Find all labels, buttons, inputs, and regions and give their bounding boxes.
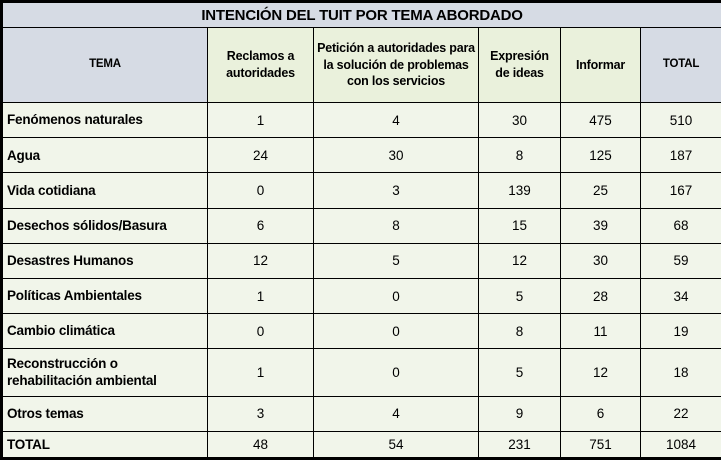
value-cell: 8	[478, 137, 561, 174]
value-cell: 0	[207, 313, 314, 350]
value-cell: 187	[639, 137, 721, 174]
title-row: INTENCIÓN DEL TUIT POR TEMA ABORDADO	[0, 1, 721, 28]
value-cell: 0	[313, 313, 479, 350]
column-header-expresion: Expresión de ideas	[478, 27, 561, 103]
value-cell: 12	[478, 242, 561, 279]
table-row: Otros temas 3 4 9 6 22	[1, 395, 721, 432]
value-cell: 68	[639, 207, 721, 244]
table-row: Fenómenos naturales 1 4 30 475 510	[1, 101, 721, 139]
value-cell: 4	[313, 101, 479, 139]
table-row: Reconstrucción o rehabilitación ambienta…	[1, 348, 721, 397]
value-cell: 751	[560, 430, 641, 460]
value-cell: 1	[207, 348, 314, 397]
row-label: Fenómenos naturales	[1, 101, 208, 139]
table-row: Vida cotidiana 0 3 139 25 167	[1, 172, 721, 209]
value-cell: 5	[478, 277, 561, 315]
row-label: Reconstrucción o rehabilitación ambienta…	[1, 348, 208, 397]
row-label: Vida cotidiana	[1, 172, 208, 209]
table-row: Agua 24 30 8 125 187	[1, 137, 721, 174]
value-cell: 30	[313, 137, 479, 174]
column-header-informar: Informar	[560, 27, 641, 103]
value-cell: 39	[560, 207, 641, 244]
row-label: Otros temas	[1, 395, 208, 432]
table-row: Cambio climática 0 0 8 11 19	[1, 313, 721, 350]
value-cell: 30	[560, 242, 641, 279]
value-cell: 510	[639, 101, 721, 139]
value-cell: 12	[207, 242, 314, 279]
value-cell: 1	[207, 101, 314, 139]
value-cell: 25	[560, 172, 641, 209]
value-cell: 28	[560, 277, 641, 315]
value-cell: 8	[478, 313, 561, 350]
value-cell: 30	[478, 101, 561, 139]
row-label: Desechos sólidos/Basura	[1, 207, 208, 244]
value-cell: 18	[639, 348, 721, 397]
value-cell: 0	[313, 277, 479, 315]
table-row: Desastres Humanos 12 5 12 30 59	[1, 242, 721, 279]
value-cell: 167	[639, 172, 721, 209]
table-title: INTENCIÓN DEL TUIT POR TEMA ABORDADO	[0, 1, 721, 28]
value-cell: 1	[207, 277, 314, 315]
row-label: TOTAL	[1, 430, 208, 460]
value-cell: 59	[639, 242, 721, 279]
row-label: Políticas Ambientales	[1, 277, 208, 315]
value-cell: 139	[478, 172, 561, 209]
value-cell: 6	[207, 207, 314, 244]
value-cell: 15	[478, 207, 561, 244]
value-cell: 8	[313, 207, 479, 244]
value-cell: 1084	[639, 430, 721, 460]
value-cell: 3	[207, 395, 314, 432]
table-body: Fenómenos naturales 1 4 30 475 510 Agua 24 30 8 12…	[1, 101, 721, 460]
value-cell: 54	[313, 430, 479, 460]
value-cell: 24	[207, 137, 314, 174]
value-cell: 3	[313, 172, 479, 209]
table-row: Desechos sólidos/Basura 6 8 15 39 68	[1, 207, 721, 244]
row-label: Cambio climática	[1, 313, 208, 350]
value-cell: 4	[313, 395, 479, 432]
value-cell: 48	[207, 430, 314, 460]
value-cell: 5	[478, 348, 561, 397]
row-label: Agua	[1, 137, 208, 174]
value-cell: 12	[560, 348, 641, 397]
value-cell: 34	[639, 277, 721, 315]
value-cell: 0	[207, 172, 314, 209]
column-header-peticion: Petición a autoridades para la solución …	[313, 27, 479, 103]
row-label: Desastres Humanos	[1, 242, 208, 279]
value-cell: 6	[560, 395, 641, 432]
table-row: Políticas Ambientales 1 0 5 28 34	[1, 277, 721, 315]
value-cell: 475	[560, 101, 641, 139]
value-cell: 9	[478, 395, 561, 432]
value-cell: 11	[560, 313, 641, 350]
total-row: TOTAL 48 54 231 751 1084	[1, 430, 721, 460]
value-cell: 22	[639, 395, 721, 432]
value-cell: 5	[313, 242, 479, 279]
value-cell: 125	[560, 137, 641, 174]
column-header-reclamos: Reclamos a autoridades	[207, 27, 314, 103]
column-header-total: TOTAL	[639, 27, 721, 103]
header-row: TEMA Reclamos a autoridades Petición a a…	[1, 27, 721, 103]
value-cell: 231	[478, 430, 561, 460]
column-header-tema: TEMA	[1, 27, 208, 103]
value-cell: 19	[639, 313, 721, 350]
value-cell: 0	[313, 348, 479, 397]
